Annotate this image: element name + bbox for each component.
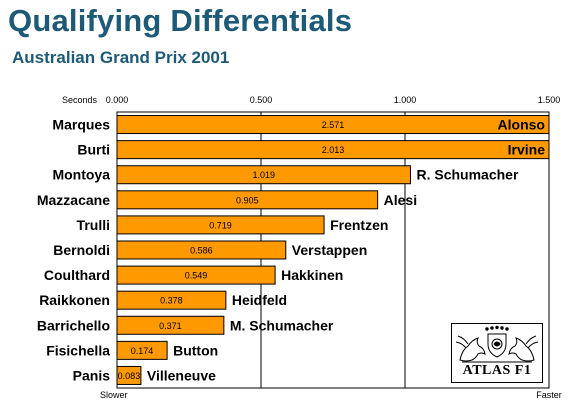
faster-driver-label: Hakkinen (281, 267, 343, 283)
bar-value-label: 0.371 (159, 321, 182, 331)
bar-value-label: 2.571 (322, 120, 345, 130)
bar (116, 115, 550, 135)
bar (116, 190, 379, 210)
bar-value-label: 0.549 (185, 271, 208, 281)
slower-driver-label: Coulthard (44, 267, 110, 283)
x-tick-label: 1.000 (394, 95, 417, 105)
slower-driver-label: Panis (73, 367, 111, 383)
bar (116, 140, 550, 160)
bar (116, 365, 142, 385)
faster-driver-label: Frentzen (330, 217, 388, 233)
faster-driver-label: M. Schumacher (230, 317, 334, 333)
bar (116, 290, 227, 310)
slower-driver-label: Bernoldi (53, 242, 110, 258)
slower-driver-label: Burti (77, 142, 110, 158)
faster-driver-label: Alesi (384, 192, 417, 208)
bar (116, 340, 168, 360)
chart-title: Qualifying Differentials (8, 3, 353, 38)
bar (116, 265, 276, 285)
slower-driver-label: Trulli (77, 217, 110, 233)
slower-driver-label: Marques (52, 117, 110, 133)
axis-unit-label: Seconds (62, 95, 98, 105)
faster-driver-label: Villeneuve (147, 367, 216, 383)
bar-value-label: 1.019 (252, 170, 275, 180)
slower-driver-label: Mazzacane (37, 192, 110, 208)
bar-value-label: 0.905 (236, 195, 259, 205)
faster-driver-label: Irvine (508, 142, 546, 158)
bar-value-label: 0.378 (160, 296, 183, 306)
bar-value-label: 0.083 (118, 371, 141, 381)
faster-driver-label: Alonso (498, 117, 545, 133)
heraldic-crest-icon (455, 325, 539, 363)
bar-value-label: 0.586 (190, 246, 213, 256)
faster-driver-label: Verstappen (292, 242, 367, 258)
atlas-f1-logo: ATLAS F1 (451, 323, 543, 383)
faster-driver-label: R. Schumacher (416, 167, 518, 183)
slower-driver-label: Montoya (52, 167, 110, 183)
slower-driver-label: Barrichello (37, 317, 110, 333)
x-tick-label: 0.000 (106, 95, 129, 105)
faster-driver-label: Heidfeld (232, 292, 287, 308)
chart-subtitle: Australian Grand Prix 2001 (12, 48, 230, 67)
x-tick-label: 0.500 (250, 95, 273, 105)
stars-icon (485, 325, 509, 331)
bar (116, 215, 325, 235)
x-tick-label: 1.500 (538, 95, 561, 105)
slower-driver-label: Raikkonen (39, 292, 110, 308)
slower-driver-label: Fisichella (46, 342, 110, 358)
slower-caption: Slower (100, 390, 128, 400)
logo-text: ATLAS F1 (462, 363, 532, 378)
faster-caption: Faster (536, 390, 562, 400)
bar (116, 165, 411, 185)
bar-value-label: 0.174 (131, 346, 154, 356)
bar (116, 315, 225, 335)
faster-driver-label: Button (173, 342, 218, 358)
bar (116, 240, 287, 260)
bar-value-label: 0.719 (209, 220, 232, 230)
bar-value-label: 2.013 (322, 145, 345, 155)
